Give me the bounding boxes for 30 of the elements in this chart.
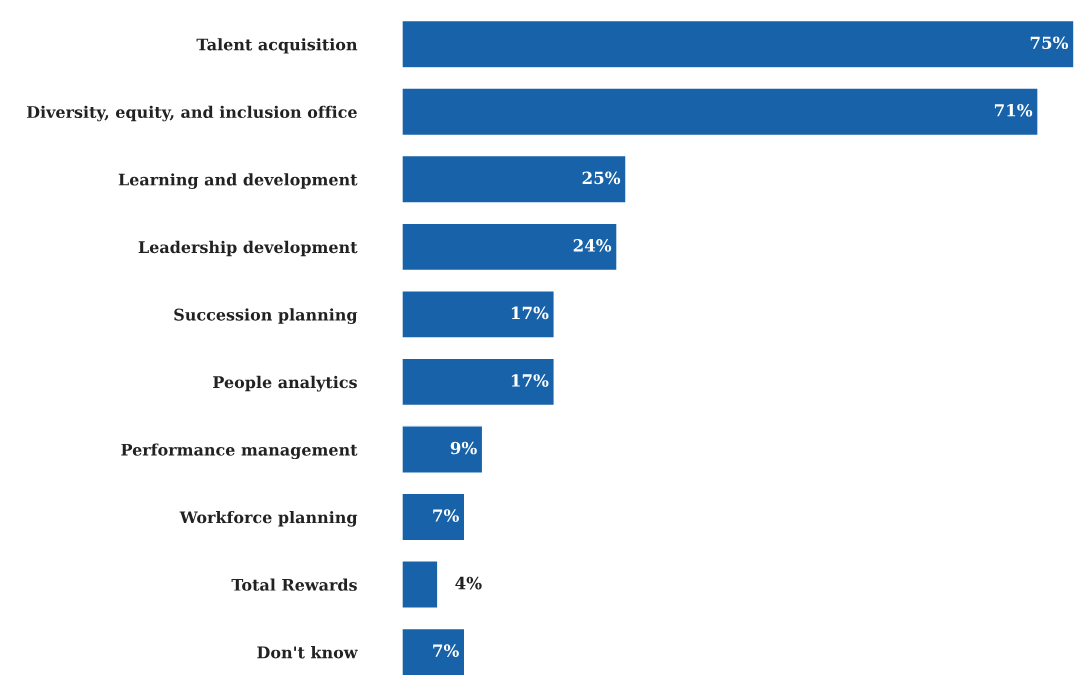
y-tick-label: Total Rewards bbox=[231, 578, 357, 591]
data-label: 17% bbox=[511, 306, 549, 320]
y-tick-label: Learning and development bbox=[118, 173, 358, 189]
y-tick-label: Don't know bbox=[257, 646, 358, 659]
bar bbox=[402, 19, 1074, 69]
bar bbox=[402, 425, 484, 474]
data-label: 7% bbox=[433, 509, 459, 522]
bar bbox=[402, 627, 466, 677]
bar bbox=[402, 222, 618, 272]
bar bbox=[402, 357, 555, 407]
bar bbox=[402, 154, 627, 204]
data-label: 71% bbox=[994, 103, 1033, 117]
bar bbox=[402, 560, 439, 609]
y-tick-label: Performance management bbox=[121, 443, 358, 460]
data-label: 7% bbox=[433, 644, 459, 657]
data-label: 17% bbox=[511, 374, 549, 387]
data-label: 25% bbox=[582, 171, 621, 185]
y-tick-label: Succession planning bbox=[174, 308, 358, 324]
y-tick-label: People analytics bbox=[213, 375, 357, 392]
bar bbox=[402, 492, 466, 542]
bar bbox=[402, 87, 1039, 137]
data-label: 24% bbox=[573, 239, 612, 252]
y-tick-label: Diversity, equity, and inclusion office bbox=[26, 105, 357, 122]
y-tick-label: Leadership development bbox=[138, 240, 358, 257]
y-tick-label: Talent acquisition bbox=[196, 38, 358, 54]
data-label: 4% bbox=[455, 576, 482, 590]
data-label: 75% bbox=[1030, 36, 1069, 50]
data-label: 9% bbox=[450, 441, 477, 455]
y-tick-label: Workforce planning bbox=[179, 510, 358, 527]
bar bbox=[402, 290, 555, 339]
